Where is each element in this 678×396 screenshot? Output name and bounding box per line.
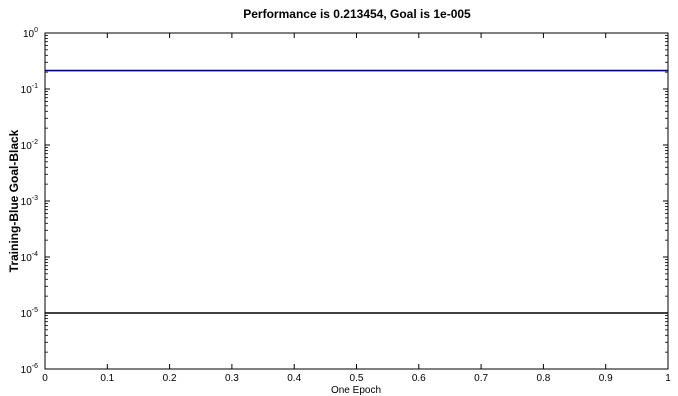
y-tick-label-base: 10 (21, 365, 33, 376)
y-tick-label-exponent: -4 (32, 251, 38, 258)
y-tick-label: 10-3 (21, 195, 38, 208)
y-tick-label: 10-1 (21, 83, 38, 96)
y-tick-label-exponent: -5 (32, 307, 38, 314)
y-tick-label: 10-5 (21, 307, 38, 320)
y-tick-label-exponent: -1 (32, 83, 38, 90)
y-axis-label: Training-Blue Goal-Black (7, 129, 21, 272)
y-tick-label-base: 10 (21, 85, 33, 96)
x-axis-label: One Epoch (331, 385, 381, 396)
x-tick-label: 0.7 (474, 373, 488, 384)
x-tick-label: 0.1 (100, 373, 114, 384)
y-tick-label: 10-4 (21, 251, 38, 264)
x-tick-label: 1 (665, 373, 671, 384)
y-tick-label-base: 10 (21, 197, 33, 208)
y-tick-label-base: 10 (21, 253, 33, 264)
x-tick-label: 0.2 (163, 373, 177, 384)
y-tick-label: 10-2 (21, 139, 38, 152)
series-layer (45, 69, 668, 314)
y-tick-label-exponent: -2 (32, 139, 38, 146)
y-tick-label-base: 10 (23, 29, 35, 40)
x-tick-label: 0.3 (225, 373, 239, 384)
y-tick-label-exponent: -6 (32, 363, 38, 370)
axis-ticks: 0 0.1 0.2 0.3 0.4 0.5 0.6 0.7 0.8 0.9 110010-110-2… (21, 27, 672, 384)
y-tick-label-exponent: -3 (32, 195, 38, 202)
x-tick-label: 0 (42, 373, 48, 384)
x-tick-label: 0.5 (350, 373, 364, 384)
y-tick-label: 10-6 (21, 363, 38, 376)
x-tick-label: 0.6 (412, 373, 426, 384)
y-tick-label: 100 (23, 27, 38, 40)
x-tick-label: 0.8 (536, 373, 550, 384)
x-tick-label: 0.4 (287, 373, 301, 384)
chart-title: Performance is 0.213454, Goal is 1e-005 (243, 7, 471, 21)
y-tick-label-exponent: 0 (34, 27, 38, 34)
plot-area (44, 32, 669, 370)
y-tick-label-base: 10 (21, 309, 33, 320)
y-tick-label-base: 10 (21, 141, 33, 152)
x-tick-label: 0.9 (599, 373, 613, 384)
